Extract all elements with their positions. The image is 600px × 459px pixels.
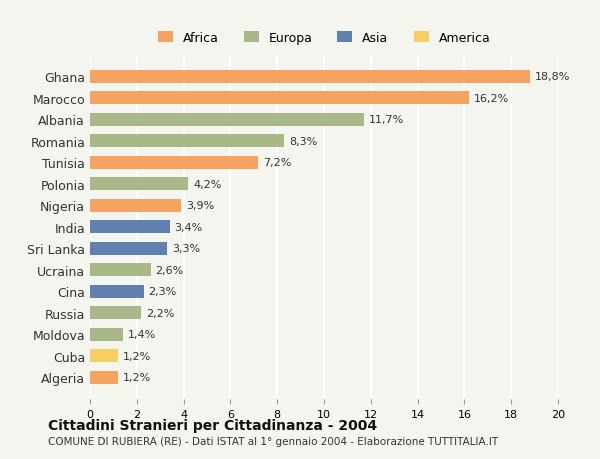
Legend: Africa, Europa, Asia, America: Africa, Europa, Asia, America [152, 27, 496, 50]
Bar [90, 92, 469, 105]
Bar [90, 242, 167, 255]
Text: Cittadini Stranieri per Cittadinanza - 2004: Cittadini Stranieri per Cittadinanza - 2… [48, 418, 377, 432]
Text: 1,4%: 1,4% [127, 330, 155, 339]
Text: 18,8%: 18,8% [535, 72, 570, 82]
Bar [90, 371, 118, 384]
Bar [90, 178, 188, 191]
Bar [90, 71, 530, 84]
Text: 2,3%: 2,3% [149, 286, 177, 297]
Text: 16,2%: 16,2% [474, 94, 509, 104]
Text: 3,9%: 3,9% [186, 201, 214, 211]
Bar [90, 199, 181, 212]
Text: COMUNE DI RUBIERA (RE) - Dati ISTAT al 1° gennaio 2004 - Elaborazione TUTTITALIA: COMUNE DI RUBIERA (RE) - Dati ISTAT al 1… [48, 437, 498, 446]
Text: 11,7%: 11,7% [368, 115, 404, 125]
Text: 2,2%: 2,2% [146, 308, 175, 318]
Bar [90, 263, 151, 276]
Text: 7,2%: 7,2% [263, 158, 292, 168]
Text: 4,2%: 4,2% [193, 179, 221, 189]
Bar [90, 349, 118, 362]
Text: 2,6%: 2,6% [155, 265, 184, 275]
Text: 1,2%: 1,2% [123, 372, 151, 382]
Text: 1,2%: 1,2% [123, 351, 151, 361]
Bar [90, 157, 259, 169]
Bar [90, 113, 364, 127]
Bar [90, 285, 144, 298]
Text: 3,3%: 3,3% [172, 244, 200, 254]
Text: 8,3%: 8,3% [289, 136, 317, 146]
Bar [90, 328, 123, 341]
Text: 3,4%: 3,4% [174, 222, 202, 232]
Bar [90, 221, 170, 234]
Bar [90, 135, 284, 148]
Bar [90, 307, 142, 319]
